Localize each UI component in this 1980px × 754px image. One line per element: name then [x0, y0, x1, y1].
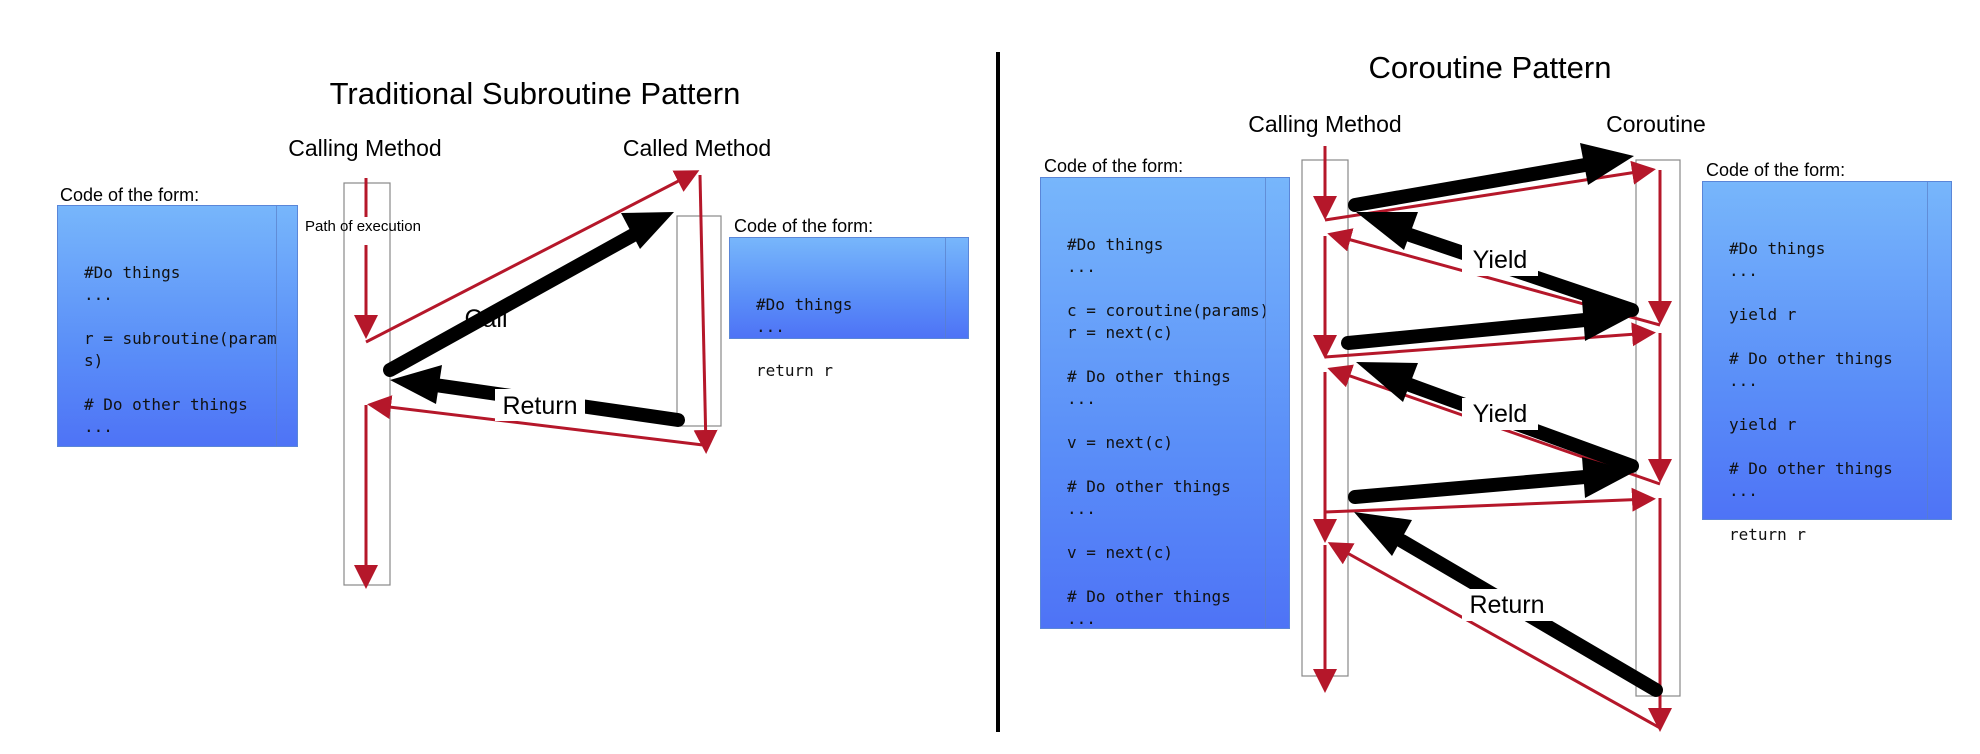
code-line: [1067, 278, 1275, 300]
right-yield-2-label-bg: [1462, 398, 1538, 430]
code-line: [1729, 502, 1937, 524]
code-line: v = next(c): [1067, 543, 1173, 562]
left-caller-code-label: Code of the form:: [60, 185, 199, 205]
left-call-arrow: [383, 212, 674, 377]
right-caller-code-label: Code of the form:: [1044, 156, 1183, 176]
code-line: [1729, 282, 1937, 304]
left-caller-code-box: #Do things... r = subroutine(params) # Do …: [57, 205, 298, 447]
right-next-arrow-3: [1348, 457, 1634, 504]
code-line: [1067, 344, 1275, 366]
code-line: ...: [1729, 481, 1758, 500]
right-coroutine-label: Coroutine: [1606, 111, 1706, 137]
code-line: ...: [1067, 257, 1096, 276]
right-coroutine-code-box: #Do things... yield r # Do other things...…: [1702, 181, 1952, 544]
code-line: [1729, 326, 1937, 348]
code-line: ...: [1729, 261, 1758, 280]
code-line: c = coroutine(params): [1067, 301, 1270, 320]
right-execution-path: [1313, 146, 1672, 732]
left-path-label: Path of execution: [305, 218, 421, 235]
right-coroutine-code-label: Code of the form:: [1706, 160, 1845, 180]
code-line: ...: [756, 317, 785, 336]
left-execution-path: [354, 170, 718, 589]
right-yield-2-label: Yield: [1473, 400, 1528, 428]
right-next-arrow-2: [1341, 300, 1634, 350]
left-title: Traditional Subroutine Pattern: [330, 76, 741, 111]
code-line: # Do other things: [1067, 477, 1231, 496]
code-line: [1729, 392, 1937, 414]
code-line: # Do other things: [1067, 367, 1231, 386]
code-line: [756, 338, 954, 360]
code-line: #Do things: [1729, 239, 1826, 258]
left-return-label-bg: [495, 389, 585, 421]
left-callee-code-label: Code of the form:: [734, 216, 873, 236]
code-line: r = next(c): [1067, 323, 1173, 342]
code-line: [1729, 436, 1937, 458]
code-line: ...: [1729, 371, 1758, 390]
code-line: return r: [1729, 525, 1807, 544]
left-calling-method-label: Calling Method: [288, 135, 441, 161]
code-line: # Do other things: [1729, 459, 1893, 478]
right-calling-method-label: Calling Method: [1248, 111, 1401, 137]
code-line: yield r: [1729, 305, 1797, 324]
code-line: ...: [1067, 609, 1096, 628]
right-title: Coroutine Pattern: [1369, 50, 1612, 85]
code-line: #Do things: [1067, 235, 1164, 254]
left-call-label: Call: [464, 305, 507, 333]
code-line: v = next(c): [1067, 433, 1173, 452]
code-line: ...: [84, 285, 113, 304]
code-line: return r: [756, 361, 834, 380]
code-line: [1067, 454, 1275, 476]
code-line: [1067, 520, 1275, 542]
code-line: # Do other things: [84, 395, 248, 414]
code-line: #Do things: [84, 263, 181, 282]
code-line: [84, 306, 283, 328]
code-line: ...: [1067, 389, 1096, 408]
code-line: yield r: [1729, 415, 1797, 434]
right-return-label-bg: [1462, 589, 1552, 621]
code-line: [1067, 564, 1275, 586]
right-next-arrow-1: [1348, 143, 1634, 212]
code-line: # Do other things: [1729, 349, 1893, 368]
left-return-label: Return: [502, 392, 577, 420]
right-return-label: Return: [1469, 591, 1544, 619]
code-line: ...: [1067, 499, 1096, 518]
left-callee-code-box: #Do things... return r: [729, 237, 969, 380]
code-line: r = subroutine(params): [84, 329, 277, 370]
right-caller-code-box: #Do things... c = coroutine(params) r = ne…: [1040, 177, 1290, 629]
code-line: [1067, 410, 1275, 432]
left-called-lane: [676, 215, 722, 427]
code-line: ...: [84, 417, 113, 436]
code-line: #Do things: [756, 295, 853, 314]
right-yield-1-label-bg: [1462, 244, 1538, 276]
code-line: [84, 372, 283, 394]
left-called-method-label: Called Method: [623, 135, 771, 161]
right-yield-1-label: Yield: [1473, 246, 1528, 274]
code-line: # Do other things: [1067, 587, 1231, 606]
right-coroutine-lane: [1635, 159, 1681, 697]
